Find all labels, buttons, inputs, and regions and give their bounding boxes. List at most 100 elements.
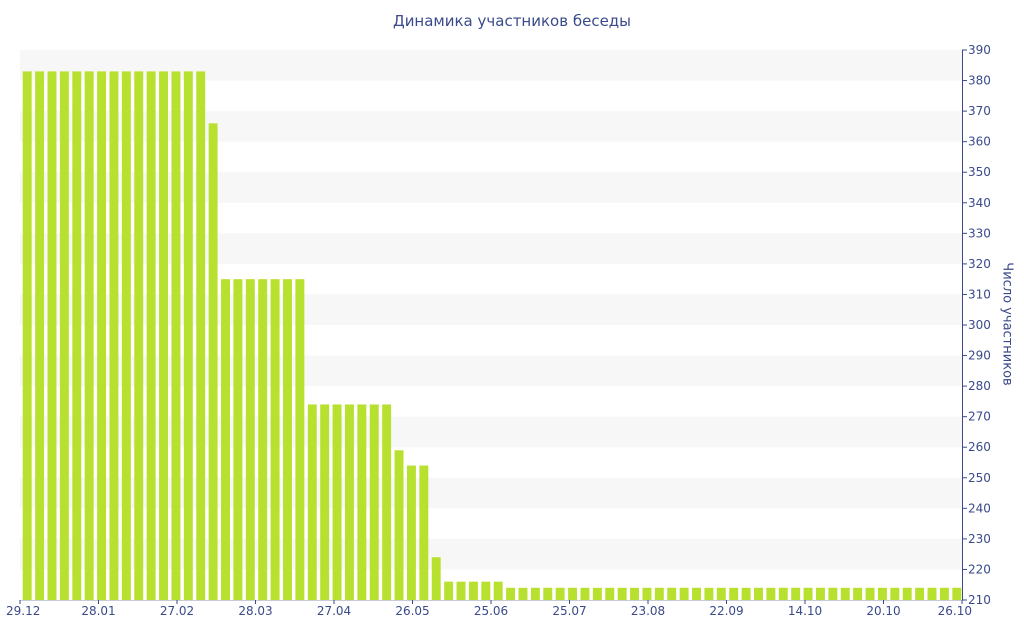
bar bbox=[791, 587, 801, 600]
bar bbox=[630, 587, 640, 600]
bar bbox=[741, 587, 751, 600]
bar bbox=[667, 587, 677, 600]
y-tick-label: 250 bbox=[968, 471, 991, 485]
bar bbox=[840, 587, 850, 600]
bar bbox=[295, 279, 305, 600]
y-tick-label: 290 bbox=[968, 349, 991, 363]
bar bbox=[369, 404, 379, 600]
y-tick-label: 280 bbox=[968, 379, 991, 393]
bar bbox=[754, 587, 763, 600]
y-tick-label: 300 bbox=[968, 318, 991, 332]
bar bbox=[134, 71, 144, 600]
bar bbox=[382, 404, 392, 600]
bar bbox=[890, 587, 900, 600]
bar bbox=[530, 587, 540, 600]
x-tick-label: 28.01 bbox=[81, 604, 115, 618]
bar bbox=[617, 587, 627, 600]
y-tick-label: 360 bbox=[968, 135, 991, 149]
bar bbox=[344, 404, 354, 600]
bar bbox=[592, 587, 602, 600]
bar bbox=[927, 587, 937, 600]
bar bbox=[332, 404, 342, 600]
bar bbox=[406, 465, 416, 600]
x-tick-label: 23.08 bbox=[631, 604, 665, 618]
bar bbox=[109, 71, 119, 600]
bar bbox=[307, 404, 317, 600]
bar bbox=[72, 71, 82, 600]
x-tick-label: 20.10 bbox=[866, 604, 900, 618]
x-tick-label: 26.05 bbox=[395, 604, 429, 618]
y-tick-label: 320 bbox=[968, 257, 991, 271]
bar bbox=[865, 587, 875, 600]
y-tick-label: 240 bbox=[968, 501, 991, 515]
bar bbox=[22, 71, 32, 600]
bar bbox=[468, 581, 478, 600]
bar bbox=[939, 587, 949, 600]
bar bbox=[121, 71, 131, 600]
bar bbox=[84, 71, 94, 600]
y-tick-label: 370 bbox=[968, 104, 991, 118]
x-tick-label: 25.07 bbox=[552, 604, 586, 618]
bar bbox=[580, 587, 590, 600]
bar bbox=[208, 123, 218, 600]
y-tick-label: 330 bbox=[968, 226, 991, 240]
bar bbox=[679, 587, 689, 600]
bar bbox=[877, 587, 887, 600]
bar bbox=[35, 71, 45, 600]
x-tick-label: 27.02 bbox=[160, 604, 194, 618]
x-tick-label: 29.12 bbox=[6, 604, 40, 618]
bar bbox=[704, 587, 714, 600]
x-tick-label: 14.10 bbox=[788, 604, 822, 618]
bar bbox=[456, 581, 466, 600]
x-tick-label: 26.10 bbox=[938, 604, 972, 618]
bar bbox=[518, 587, 528, 600]
bar bbox=[159, 71, 169, 600]
bar bbox=[283, 279, 292, 600]
bar bbox=[493, 581, 503, 600]
x-tick-label: 25.06 bbox=[474, 604, 508, 618]
bar bbox=[555, 587, 565, 600]
bar bbox=[258, 279, 268, 600]
bar bbox=[233, 279, 243, 600]
bar bbox=[270, 279, 280, 600]
bar bbox=[766, 587, 776, 600]
y-tick-label: 260 bbox=[968, 440, 991, 454]
bar bbox=[642, 587, 652, 600]
y-tick-label: 220 bbox=[968, 562, 991, 576]
bar bbox=[481, 581, 491, 600]
bar bbox=[394, 450, 404, 600]
x-tick-label: 28.03 bbox=[238, 604, 272, 618]
bar bbox=[245, 279, 255, 600]
bar bbox=[815, 587, 825, 600]
bar bbox=[803, 587, 813, 600]
bar bbox=[146, 71, 156, 600]
bar bbox=[915, 587, 925, 600]
bar bbox=[221, 279, 230, 600]
bar bbox=[419, 465, 429, 600]
y-tick-label: 380 bbox=[968, 74, 991, 88]
bar bbox=[654, 587, 664, 600]
bar bbox=[59, 71, 69, 600]
bar bbox=[320, 404, 330, 600]
y-tick-label: 310 bbox=[968, 287, 991, 301]
y-tick-label: 210 bbox=[968, 593, 991, 607]
bar bbox=[828, 587, 838, 600]
bar bbox=[506, 587, 516, 600]
y-tick-label: 230 bbox=[968, 532, 991, 546]
y-tick-label: 350 bbox=[968, 165, 991, 179]
chart-title: Динамика участников беседы bbox=[392, 12, 632, 30]
x-tick-label: 27.04 bbox=[317, 604, 351, 618]
bar bbox=[853, 587, 863, 600]
bar bbox=[357, 404, 367, 600]
bar bbox=[543, 587, 553, 600]
bar bbox=[952, 587, 962, 600]
bar bbox=[605, 587, 615, 600]
y-tick-label: 340 bbox=[968, 196, 991, 210]
bar bbox=[778, 587, 788, 600]
y-axis-label: Число участников bbox=[999, 262, 1015, 386]
bar bbox=[729, 587, 739, 600]
y-tick-label: 390 bbox=[968, 43, 991, 57]
bar bbox=[692, 587, 701, 600]
